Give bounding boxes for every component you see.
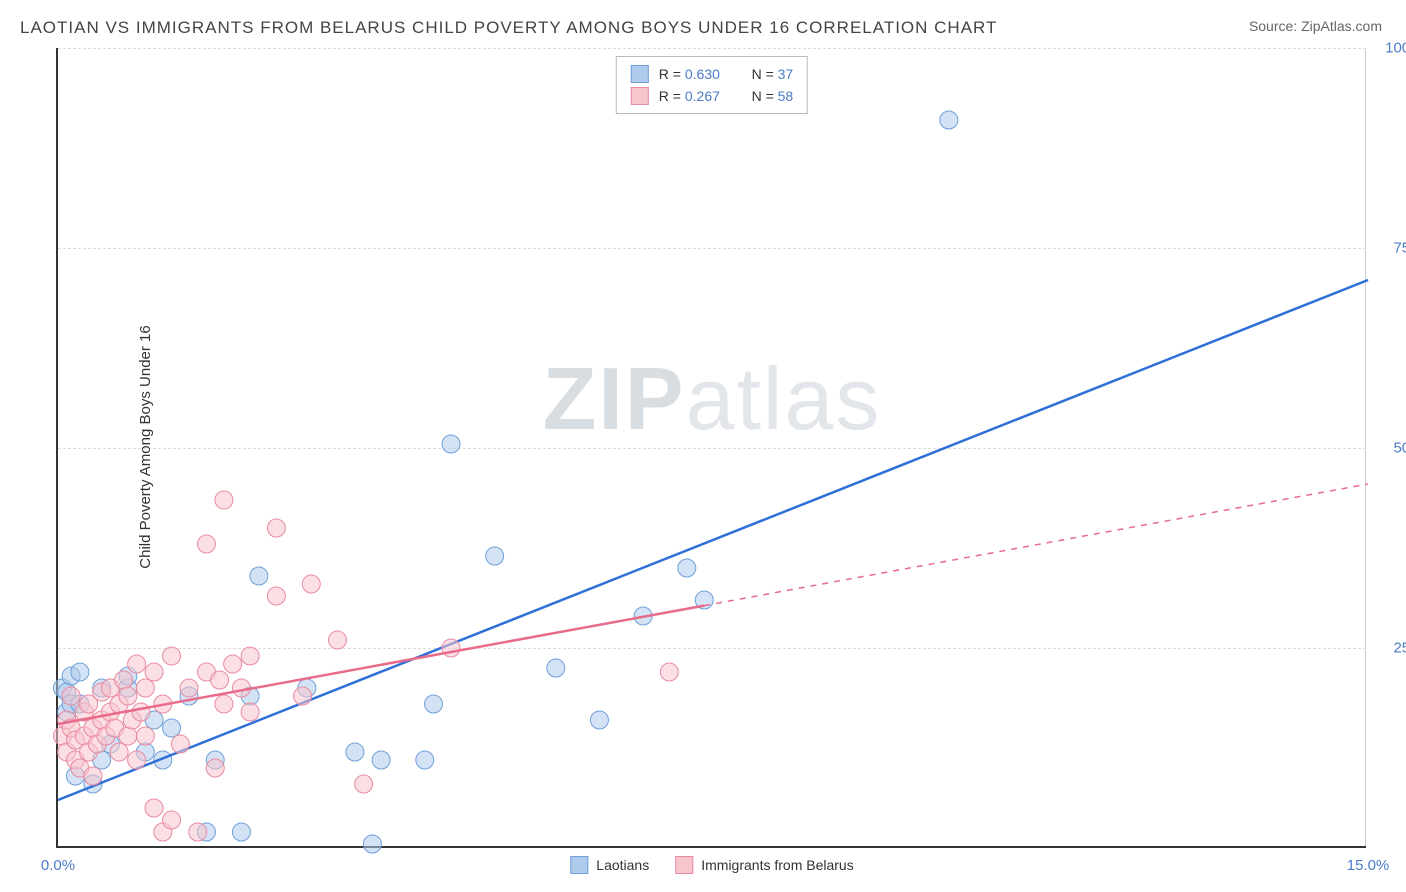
- data-point: [363, 835, 381, 853]
- data-point: [486, 547, 504, 565]
- legend-n: N = 58: [752, 88, 794, 104]
- data-point: [425, 695, 443, 713]
- legend-swatch: [631, 87, 649, 105]
- data-point: [590, 711, 608, 729]
- y-tick-label: 25.0%: [1393, 640, 1406, 657]
- legend-stat-row: R = 0.267 N = 58: [631, 85, 793, 107]
- x-tick-label: 15.0%: [1347, 857, 1390, 874]
- data-point: [119, 727, 137, 745]
- data-point: [660, 663, 678, 681]
- data-point: [215, 491, 233, 509]
- chart-title: LAOTIAN VS IMMIGRANTS FROM BELARUS CHILD…: [20, 18, 997, 38]
- data-point: [163, 719, 181, 737]
- y-axis-title: Child Poverty Among Boys Under 16: [137, 325, 154, 568]
- data-point: [346, 743, 364, 761]
- data-point: [267, 519, 285, 537]
- data-point: [163, 811, 181, 829]
- legend-series-item: Laotians: [570, 856, 649, 874]
- data-point: [128, 751, 146, 769]
- data-point: [215, 695, 233, 713]
- legend-stat-row: R = 0.630 N = 37: [631, 63, 793, 85]
- data-point: [241, 647, 259, 665]
- data-point: [115, 671, 133, 689]
- data-point: [678, 559, 696, 577]
- data-point: [211, 671, 229, 689]
- data-point: [416, 751, 434, 769]
- data-point: [84, 767, 102, 785]
- legend-series-label: Laotians: [596, 857, 649, 873]
- legend-swatch: [675, 856, 693, 874]
- scatter-svg: [58, 48, 1366, 846]
- data-point: [267, 587, 285, 605]
- data-point: [547, 659, 565, 677]
- data-point: [128, 655, 146, 673]
- legend-stats: R = 0.630 N = 37R = 0.267 N = 58: [616, 56, 808, 114]
- data-point: [145, 663, 163, 681]
- legend-n: N = 37: [752, 66, 794, 82]
- data-point: [62, 687, 80, 705]
- y-tick-label: 50.0%: [1393, 440, 1406, 457]
- data-point: [136, 727, 154, 745]
- data-point: [145, 799, 163, 817]
- legend-r: R = 0.630: [659, 66, 720, 82]
- legend-series-item: Immigrants from Belarus: [675, 856, 853, 874]
- data-point: [197, 535, 215, 553]
- data-point: [372, 751, 390, 769]
- legend-swatch: [570, 856, 588, 874]
- data-point: [132, 703, 150, 721]
- legend-r: R = 0.267: [659, 88, 720, 104]
- data-point: [232, 823, 250, 841]
- data-point: [110, 743, 128, 761]
- data-point: [302, 575, 320, 593]
- data-point: [940, 111, 958, 129]
- data-point: [119, 687, 137, 705]
- source-attribution: Source: ZipAtlas.com: [1249, 18, 1382, 34]
- data-point: [180, 679, 198, 697]
- data-point: [250, 567, 268, 585]
- plot-area: ZIPatlas 25.0%50.0%75.0%100.0% Child Pov…: [56, 48, 1366, 848]
- data-point: [189, 823, 207, 841]
- legend-series-label: Immigrants from Belarus: [701, 857, 853, 873]
- data-point: [224, 655, 242, 673]
- data-point: [136, 679, 154, 697]
- data-point: [355, 775, 373, 793]
- y-tick-label: 75.0%: [1393, 240, 1406, 257]
- data-point: [206, 759, 224, 777]
- x-tick-label: 0.0%: [41, 857, 75, 874]
- y-tick-label: 100.0%: [1385, 40, 1406, 57]
- data-point: [442, 435, 460, 453]
- trend-line-extrapolated: [704, 484, 1368, 606]
- correlation-chart: LAOTIAN VS IMMIGRANTS FROM BELARUS CHILD…: [0, 0, 1406, 892]
- data-point: [163, 647, 181, 665]
- data-point: [171, 735, 189, 753]
- data-point: [241, 703, 259, 721]
- data-point: [294, 687, 312, 705]
- data-point: [328, 631, 346, 649]
- legend-series: Laotians Immigrants from Belarus: [570, 856, 853, 874]
- trend-line: [58, 280, 1368, 800]
- data-point: [71, 663, 89, 681]
- legend-swatch: [631, 65, 649, 83]
